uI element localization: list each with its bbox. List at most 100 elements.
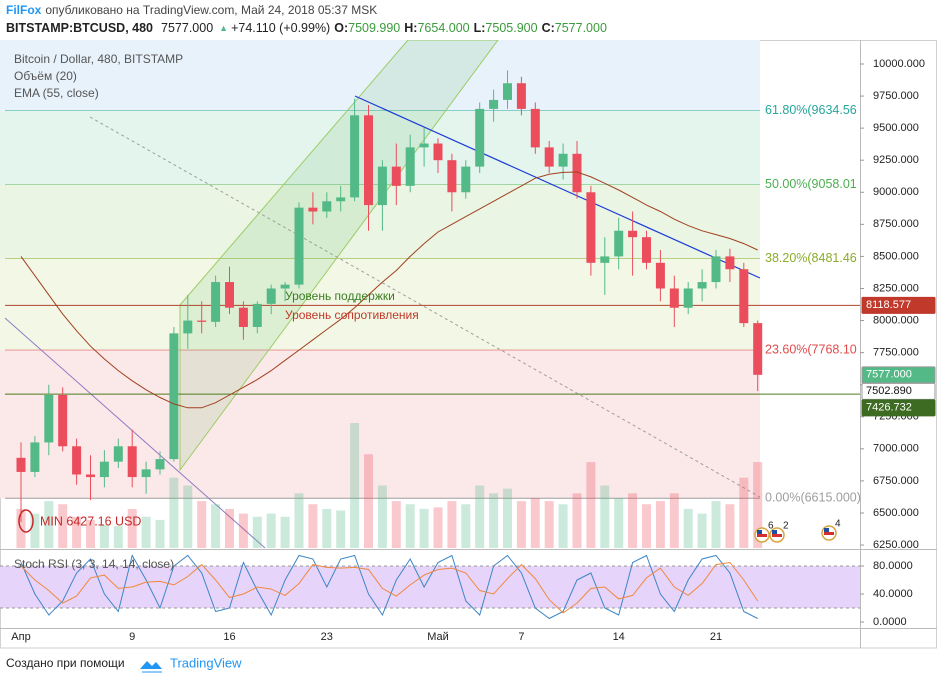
candle-body [614, 230, 624, 257]
volume-bar [308, 504, 318, 548]
x-tick-label: 16 [223, 631, 235, 643]
x-tick-label: 14 [613, 631, 625, 643]
candle-body [683, 288, 693, 308]
candle-body [72, 446, 82, 475]
candle-body [628, 230, 638, 238]
candle-body [461, 166, 471, 193]
volume-bar [322, 508, 332, 548]
y-tick-label: 8750.000 [873, 218, 919, 230]
fib-label: 0.00%(6615.000) [765, 491, 861, 505]
volume-bar [58, 504, 68, 548]
candle-body [447, 160, 457, 193]
volume-bar [238, 513, 248, 548]
candle-body [475, 108, 485, 167]
volume-bar [516, 501, 526, 548]
candle-body [155, 459, 165, 470]
quote-line: BITSTAMP:BTCUSD, 480 7577.000 ▲ +74.110 (+0… [6, 21, 607, 35]
candle-body [113, 446, 123, 462]
volume-bar [377, 485, 387, 548]
footer-brand: TradingView [170, 655, 242, 670]
event-count: 6 [768, 521, 774, 532]
legend-symbol: Bitcoin / Dollar, 480, BITSTAMP [14, 52, 183, 66]
candle-body [669, 288, 679, 308]
legend-stoch: Stoch RSI (3, 3, 14, 14, close) [14, 557, 174, 571]
dashed-trendline [89, 116, 761, 498]
min-label: MIN 6427.16 USD [40, 514, 141, 528]
purple-trendline [4, 317, 266, 548]
x-tick-label: 7 [518, 631, 524, 643]
candle-body [127, 446, 137, 478]
event-count: 2 [783, 521, 789, 532]
volume-bar [391, 501, 401, 548]
price-badge-label: 7577.000 [866, 369, 912, 381]
candle-body [503, 83, 512, 100]
volume-bar [72, 516, 82, 548]
volume-bar [600, 485, 610, 548]
ohlc-key: O: [334, 21, 348, 35]
event-flag-stripe [824, 532, 834, 535]
volume-bar [433, 507, 443, 548]
candle-body [697, 282, 707, 289]
volume-bar [211, 504, 221, 548]
volume-bar [419, 508, 429, 548]
candle-body [739, 269, 749, 324]
event-icon: 6 [754, 521, 774, 543]
volume-bar [30, 513, 40, 548]
volume-bar [141, 516, 151, 548]
candle-body [711, 256, 721, 283]
volume-bar [405, 504, 415, 548]
y-tick-label: 6750.000 [873, 475, 919, 487]
volume-bar [614, 498, 624, 548]
y-tick-label: 9000.000 [873, 186, 919, 198]
volume-bar [475, 485, 485, 548]
x-tick-label: Май [427, 631, 449, 643]
volume-bar [44, 501, 54, 548]
candle-body [544, 147, 554, 167]
candle-body [336, 197, 346, 202]
change: +74.110 (+0.99%) [231, 21, 330, 35]
legend-volume: Объём (20) [14, 69, 77, 83]
candle-body [44, 394, 54, 443]
volume-bar [336, 510, 346, 548]
y-tick-label: 6500.000 [873, 507, 919, 519]
volume-bar [127, 508, 137, 548]
fib-label: 61.80%(9634.56 [765, 103, 857, 117]
ema-line [20, 171, 758, 409]
candle-body [294, 207, 304, 285]
candle-body [225, 282, 234, 308]
volume-bar [530, 498, 540, 548]
volume-bar [86, 519, 95, 548]
header-line: FilFox опубликовано на TradingView.com, М… [6, 3, 377, 17]
volume-bar [711, 501, 721, 548]
candle-body [642, 237, 651, 263]
axes: 6250.0006500.0006750.0007000.0007250.000… [11, 58, 925, 643]
candle-body [183, 320, 193, 334]
candle-body [572, 153, 582, 193]
volume-bar [155, 519, 165, 548]
y-tick-label: 7750.000 [873, 347, 919, 359]
price-badge-label: 7426.732 [866, 402, 912, 414]
event-flag-canton [757, 530, 762, 534]
fib-label: 38.20%(8481.46 [765, 251, 857, 265]
price-badge [861, 399, 936, 417]
fib-zone [0, 40, 760, 111]
ohlc-value: 7509.990 [348, 21, 400, 35]
volume-bar [266, 513, 276, 548]
event-count: 4 [835, 519, 841, 530]
legend-ema: EMA (55, close) [14, 86, 99, 100]
y-tick-label: 9250.000 [873, 154, 919, 166]
ohlc-key: H: [404, 21, 417, 35]
candle-body [419, 143, 429, 148]
stoch-pane [0, 554, 860, 620]
candle-body [433, 143, 443, 161]
symbol: BITSTAMP:BTCUSD, 480 [6, 21, 153, 35]
price-badge-label: 8118.577 [866, 299, 911, 311]
ohlc-value: 7505.900 [485, 21, 537, 35]
y-tick-label: 7000.000 [873, 443, 919, 455]
candle-body [252, 303, 262, 327]
channel [179, 40, 499, 472]
volume-bar [461, 504, 471, 548]
volume-bar [725, 504, 735, 548]
x-tick-label: 9 [129, 631, 135, 643]
